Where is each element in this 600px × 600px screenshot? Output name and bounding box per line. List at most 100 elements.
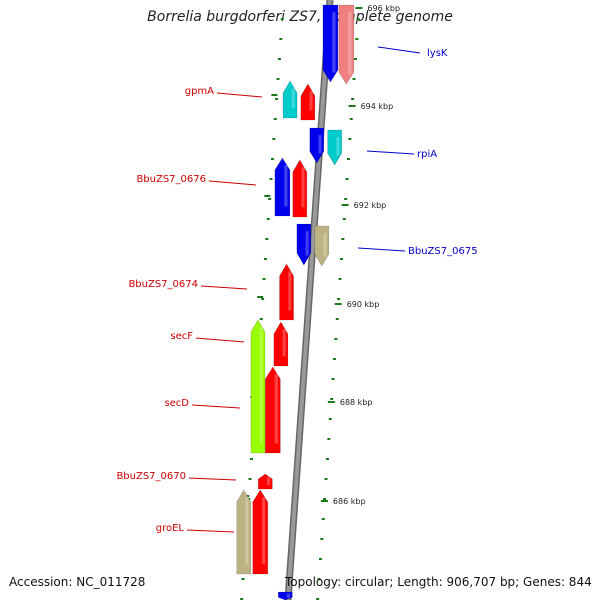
tick-mark-outer-right xyxy=(325,458,329,460)
gene-arrow-gpmA xyxy=(300,83,316,121)
tick-mark-outer-right xyxy=(320,538,324,540)
tick-mark-outer-left xyxy=(241,578,245,580)
gene-label: groEL xyxy=(156,523,185,534)
scale-label: 688 kbp xyxy=(340,398,373,407)
gene-arrow-highlight xyxy=(259,327,263,444)
gene-arrow-highlight xyxy=(245,497,249,565)
gene-arrow-lysK-part xyxy=(322,4,339,83)
gene-arrow-gpmA-neighbor xyxy=(282,80,298,119)
gene-arrow-BbuZS7_0676 xyxy=(292,159,308,218)
gene-arrow-highlight xyxy=(332,12,336,73)
tick-mark-outer-left xyxy=(273,118,277,120)
gene-arrow-highlight xyxy=(301,167,305,208)
tick-mark-outer-right xyxy=(327,438,331,440)
gene-label: BbuZS7_0670 xyxy=(116,471,186,482)
accession-text: Accession: NC_011728 xyxy=(9,575,146,589)
gene-label: BbuZS7_0674 xyxy=(128,279,198,290)
tick-mark-outer-left xyxy=(263,258,267,260)
tick-mark-outer-left xyxy=(269,178,273,180)
tick-mark-outer-left xyxy=(279,38,283,40)
gene-label-leader xyxy=(366,150,415,155)
scale-tick xyxy=(341,204,349,206)
tick-mark-outer-right xyxy=(316,598,320,600)
gene-arrow-highlight xyxy=(336,137,340,156)
gene-arrow-highlight xyxy=(309,91,313,111)
tick-mark-outer-right xyxy=(337,298,341,300)
tick-mark-outer-right xyxy=(318,558,322,560)
tick-mark-outer-right xyxy=(355,38,359,40)
tick-mark-outer-left xyxy=(268,198,272,200)
gene-arrow-bottom-fragment xyxy=(277,591,293,600)
gene-arrow-highlight xyxy=(274,374,278,444)
gene-arrow-highlight xyxy=(266,477,271,485)
tick-mark-outer-right xyxy=(323,498,327,500)
gene-arrow-highlight xyxy=(305,231,309,256)
gene-arrow-groEL xyxy=(252,489,269,575)
gene-label-leader xyxy=(195,337,245,343)
tick-mark-outer-left xyxy=(262,278,266,280)
gene-arrow-BbuZS7_0675 xyxy=(314,225,330,267)
tick-mark-outer-right xyxy=(317,578,321,580)
gene-arrow-highlight xyxy=(284,165,288,207)
scale-tick xyxy=(348,105,356,107)
gene-arrow-highlight xyxy=(323,233,327,257)
tick-mark-outer-right xyxy=(338,278,342,280)
gene-label: secD xyxy=(164,398,189,409)
gene-arrow-BbuZS7_0676-neighbor xyxy=(274,157,291,217)
gene-label-leader xyxy=(357,247,406,252)
map-title: Borrelia burgdorferi ZS7, complete genom… xyxy=(147,9,453,25)
tick-mark-outer-left xyxy=(275,98,279,100)
genome-summary-text: Topology: circular; Length: 906,707 bp; … xyxy=(285,575,592,589)
tick-mark-outer-left xyxy=(261,298,265,300)
gene-label: BbuZS7_0676 xyxy=(136,174,206,185)
tick-mark-outer-right xyxy=(342,218,346,220)
gene-arrow-BbuZS7_0674 xyxy=(279,263,294,321)
tick-mark-outer-left xyxy=(276,78,280,80)
tick-mark-outer-right xyxy=(339,258,343,260)
tick-mark-outer-right xyxy=(348,138,352,140)
gene-arrow-secDF-lime xyxy=(250,319,266,454)
tick-mark-outer-right xyxy=(331,378,335,380)
gene-arrow-highlight xyxy=(262,497,266,565)
tick-mark-outer-left xyxy=(240,598,244,600)
gene-label-leader xyxy=(186,529,235,533)
gene-arrow-highlight xyxy=(286,593,291,598)
gene-arrow-highlight xyxy=(291,88,295,109)
gene-arrow-highlight xyxy=(348,12,352,75)
gene-arrow-rpiA-neighbor xyxy=(309,127,325,164)
gene-arrow-rpiA xyxy=(327,129,342,166)
tick-mark-outer-right xyxy=(356,18,360,20)
tick-mark-outer-right xyxy=(330,398,334,400)
scale-label: 692 kbp xyxy=(354,201,387,210)
scale-label: 690 kbp xyxy=(347,300,380,309)
gene-label-leader xyxy=(216,92,263,98)
tick-mark-outer-left xyxy=(266,218,270,220)
gene-label: gpmA xyxy=(185,86,214,97)
gene-label-leader xyxy=(208,180,257,186)
tick-mark-outer-left xyxy=(248,478,252,480)
gene-arrow-secD xyxy=(265,366,281,454)
tick-mark-outer-right xyxy=(344,198,348,200)
tick-mark-outer-right xyxy=(328,418,332,420)
scale-tick xyxy=(327,401,335,403)
scale-tick xyxy=(334,303,342,305)
tick-mark-outer-right xyxy=(341,238,345,240)
gene-arrow-secF xyxy=(273,321,289,367)
tick-mark-outer-left xyxy=(277,58,281,60)
gene-arrow-BbuZS7_0670 xyxy=(257,473,273,490)
tick-mark-outer-left xyxy=(280,18,284,20)
scale-label: 696 kbp xyxy=(367,4,400,13)
scale-tick-left xyxy=(264,195,271,197)
gene-arrow-highlight xyxy=(318,135,322,154)
tick-mark-outer-right xyxy=(345,178,349,180)
gene-arrow-lysK xyxy=(338,4,355,85)
tick-mark-outer-right xyxy=(351,98,355,100)
gene-arrow-BbuZS7_0675-neighbor xyxy=(296,223,312,266)
gene-label-leader xyxy=(200,285,248,290)
gene-label: lysK xyxy=(427,48,448,59)
gene-arrow-highlight xyxy=(282,329,286,357)
gene-label: rpiA xyxy=(417,149,437,160)
scale-tick-left xyxy=(271,94,278,96)
